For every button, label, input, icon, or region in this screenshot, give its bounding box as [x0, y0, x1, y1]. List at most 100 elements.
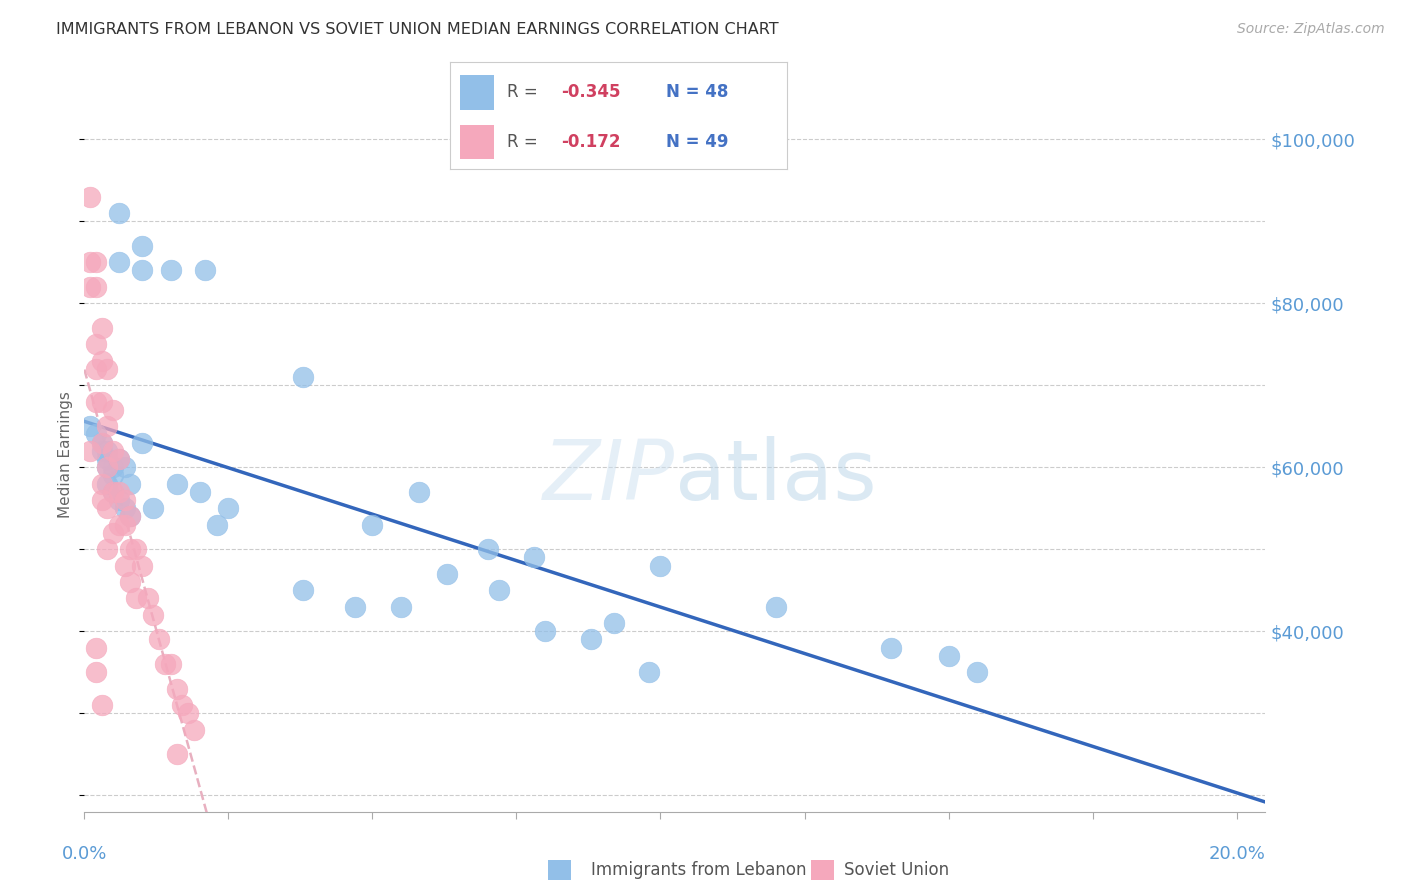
Point	[101, 460, 124, 475]
Point	[142, 607, 165, 622]
Text: 0.0%: 0.0%	[62, 845, 107, 863]
Point	[84, 394, 107, 409]
Point	[603, 616, 626, 631]
Point	[436, 566, 458, 581]
Text: Soviet Union: Soviet Union	[844, 861, 949, 879]
FancyBboxPatch shape	[460, 125, 494, 159]
Point	[101, 402, 124, 417]
Point	[90, 353, 112, 368]
Point	[96, 460, 118, 475]
Point	[120, 509, 142, 524]
Point	[90, 476, 112, 491]
Point	[120, 542, 142, 557]
Text: atlas: atlas	[675, 436, 876, 516]
Point	[84, 640, 107, 655]
Point	[344, 599, 367, 614]
Point	[650, 558, 672, 573]
Point	[292, 370, 315, 384]
Point	[96, 419, 118, 434]
Point	[101, 468, 124, 483]
Point	[217, 501, 239, 516]
Text: N = 49: N = 49	[666, 133, 728, 151]
Point	[166, 681, 188, 696]
Point	[108, 452, 131, 467]
Point	[177, 706, 200, 721]
Text: R =: R =	[508, 133, 543, 151]
Text: R =: R =	[508, 84, 543, 102]
Point	[96, 542, 118, 557]
Point	[114, 493, 136, 508]
Point	[183, 723, 205, 737]
Point	[79, 443, 101, 458]
Text: ZIP: ZIP	[543, 436, 675, 516]
Point	[120, 509, 142, 524]
Point	[114, 558, 136, 573]
Point	[108, 517, 131, 532]
Point	[125, 542, 148, 557]
Text: -0.345: -0.345	[561, 84, 621, 102]
Point	[638, 665, 661, 680]
Point	[108, 452, 131, 467]
Point	[114, 501, 136, 516]
Point	[292, 583, 315, 598]
Point	[166, 476, 188, 491]
Point	[108, 493, 131, 508]
Point	[84, 427, 107, 442]
Point	[84, 361, 107, 376]
Point	[84, 665, 107, 680]
Point	[96, 452, 118, 467]
Point	[148, 632, 170, 647]
Point	[84, 255, 107, 269]
Point	[172, 698, 194, 712]
Point	[101, 484, 124, 499]
Point	[159, 657, 181, 671]
Point	[90, 320, 112, 334]
Point	[101, 484, 124, 499]
Point	[108, 484, 131, 499]
Point	[966, 665, 988, 680]
Point	[96, 476, 118, 491]
Point	[408, 484, 430, 499]
Point	[477, 542, 499, 557]
Y-axis label: Median Earnings: Median Earnings	[58, 392, 73, 518]
Point	[131, 435, 153, 450]
Point	[159, 263, 181, 277]
Point	[136, 591, 159, 606]
Text: -0.172: -0.172	[561, 133, 621, 151]
Point	[120, 476, 142, 491]
Point	[131, 263, 153, 277]
Point	[153, 657, 176, 671]
Point	[90, 435, 112, 450]
Point	[114, 460, 136, 475]
Point	[125, 591, 148, 606]
Point	[188, 484, 211, 499]
Point	[142, 501, 165, 516]
Text: IMMIGRANTS FROM LEBANON VS SOVIET UNION MEDIAN EARNINGS CORRELATION CHART: IMMIGRANTS FROM LEBANON VS SOVIET UNION …	[56, 22, 779, 37]
Point	[90, 698, 112, 712]
Point	[96, 460, 118, 475]
Point	[120, 575, 142, 590]
Point	[131, 239, 153, 253]
Point	[880, 640, 903, 655]
Point	[101, 443, 124, 458]
Text: 20.0%: 20.0%	[1208, 845, 1265, 863]
Point	[79, 255, 101, 269]
Point	[108, 255, 131, 269]
Point	[114, 517, 136, 532]
Point	[523, 550, 546, 565]
Point	[90, 394, 112, 409]
Point	[108, 206, 131, 220]
Point	[205, 517, 228, 532]
Point	[90, 493, 112, 508]
Point	[84, 337, 107, 351]
Point	[194, 263, 217, 277]
Point	[79, 279, 101, 293]
Text: Immigrants from Lebanon: Immigrants from Lebanon	[591, 861, 806, 879]
Point	[166, 747, 188, 762]
Point	[765, 599, 787, 614]
Point	[581, 632, 603, 647]
Point	[389, 599, 412, 614]
Point	[96, 361, 118, 376]
Point	[534, 624, 557, 639]
Point	[84, 279, 107, 293]
